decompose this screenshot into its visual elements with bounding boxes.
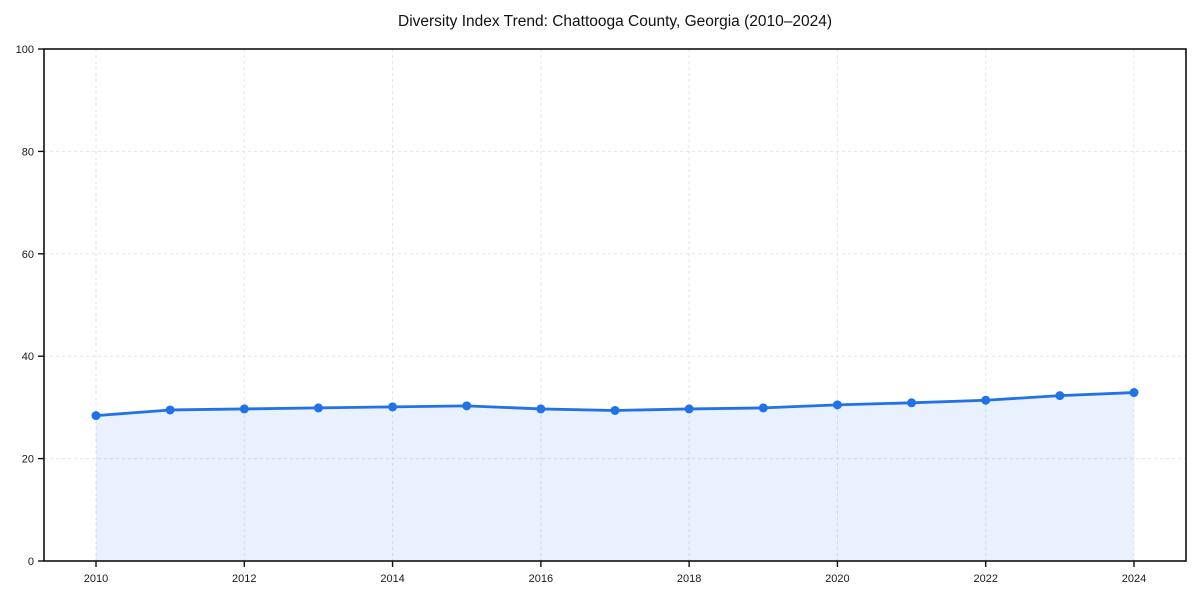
data-point — [907, 398, 917, 408]
x-tick-label: 2016 — [529, 573, 553, 585]
data-point — [684, 404, 694, 414]
data-point — [239, 404, 249, 414]
data-point — [758, 403, 768, 413]
data-point — [165, 405, 175, 415]
y-tick-label: 100 — [16, 44, 34, 56]
data-point — [536, 404, 546, 414]
x-tick-label: 2018 — [677, 573, 701, 585]
plot-border — [43, 48, 1187, 562]
y-tick-label: 0 — [28, 556, 34, 568]
data-point — [462, 401, 472, 411]
x-tick-label: 2024 — [1122, 573, 1146, 585]
data-point — [832, 400, 842, 410]
data-point — [610, 405, 620, 415]
chart-title: Diversity Index Trend: Chattooga County,… — [398, 13, 832, 30]
y-tick-label: 80 — [22, 146, 34, 158]
x-tick-label: 2020 — [825, 573, 849, 585]
data-point — [1129, 388, 1139, 398]
x-tick-label: 2010 — [84, 573, 108, 585]
data-point — [1055, 391, 1065, 401]
y-tick-label: 40 — [22, 351, 34, 363]
x-tick-label: 2014 — [380, 573, 404, 585]
data-point — [981, 395, 991, 405]
x-tick-label: 2022 — [973, 573, 997, 585]
area-fill — [96, 392, 1134, 561]
data-point — [91, 411, 101, 421]
y-tick-label: 60 — [22, 249, 34, 261]
y-tick-label: 20 — [22, 454, 34, 466]
data-point — [313, 403, 323, 413]
x-tick-label: 2012 — [232, 573, 256, 585]
data-point — [388, 402, 398, 412]
